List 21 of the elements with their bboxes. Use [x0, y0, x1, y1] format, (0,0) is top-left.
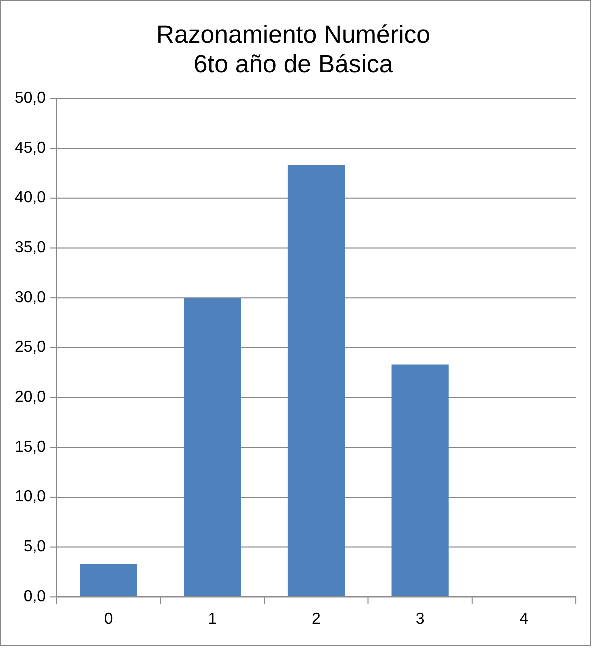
bar — [80, 564, 138, 596]
chart-title: Razonamiento Numérico 6to año de Básica — [156, 20, 431, 79]
y-tick-label: 15,0 — [14, 438, 46, 456]
x-tick-label: 2 — [312, 610, 322, 628]
y-tick-label: 40,0 — [14, 190, 46, 207]
y-tick-label: 0,0 — [24, 588, 46, 606]
y-tick-label: 20,0 — [14, 389, 46, 406]
x-tick-label: 3 — [416, 610, 425, 628]
y-tick-label: 25,0 — [14, 339, 46, 356]
bar — [392, 364, 449, 596]
x-tick-label: 0 — [104, 610, 114, 628]
x-tick-label: 1 — [208, 610, 218, 628]
y-tick-label: 5,0 — [24, 538, 46, 556]
y-tick-label: 45,0 — [14, 140, 46, 157]
bar — [288, 165, 346, 596]
bar — [184, 298, 242, 596]
y-tick-label: 50,0 — [14, 90, 46, 108]
x-tick-label: 4 — [520, 610, 529, 628]
y-tick-label: 10,0 — [14, 488, 46, 506]
y-tick-label: 30,0 — [14, 289, 46, 306]
y-tick-label: 35,0 — [14, 240, 46, 257]
